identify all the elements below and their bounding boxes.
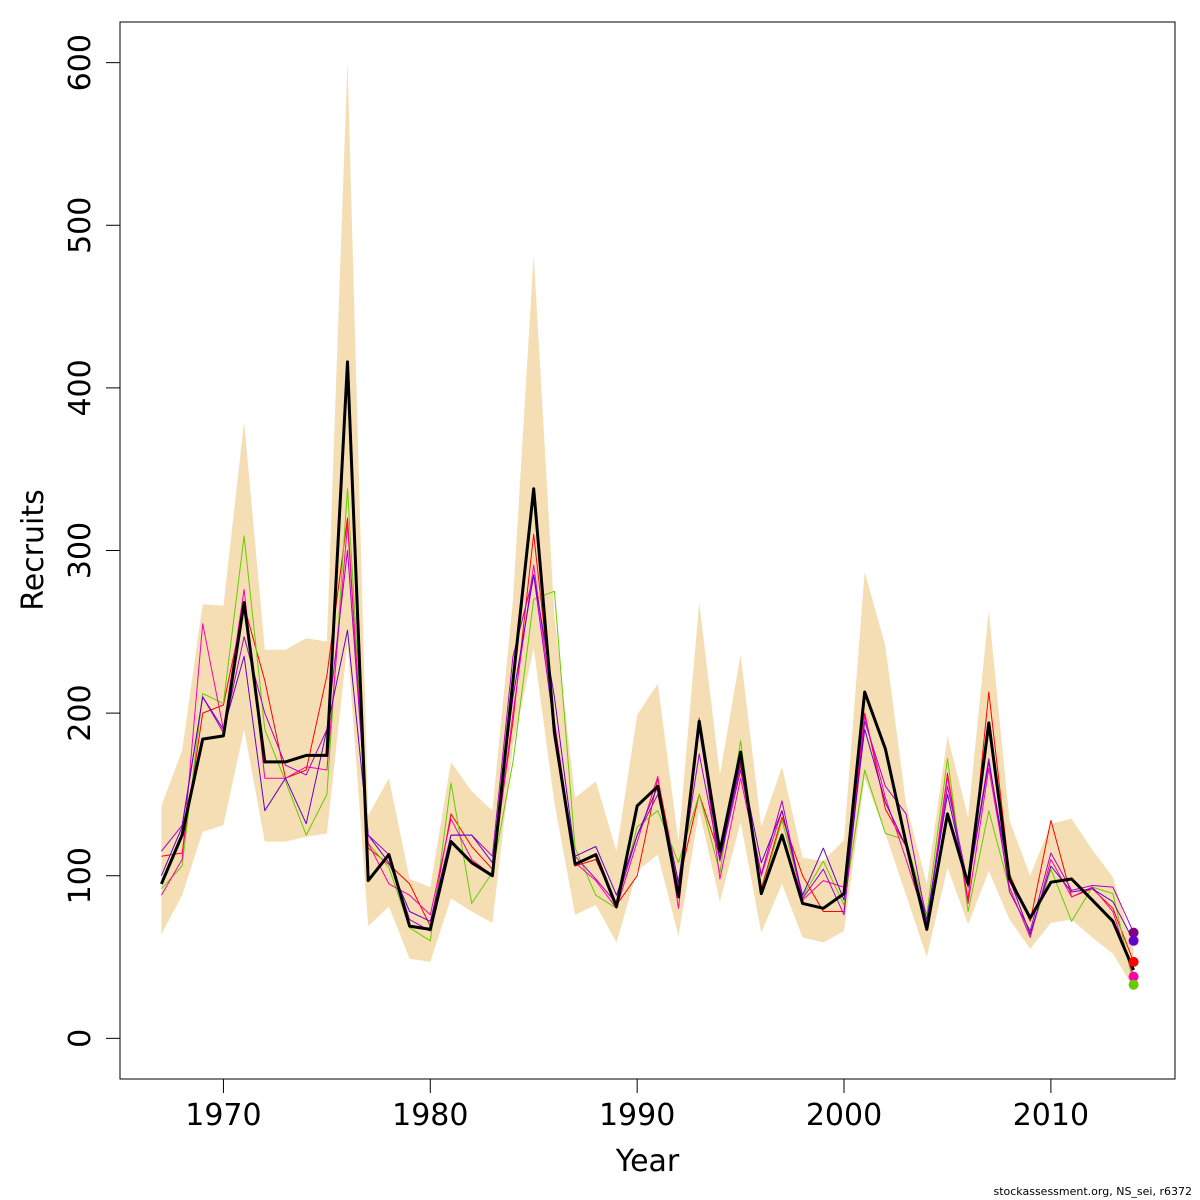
- endpoint-markers: [1128, 927, 1139, 990]
- series-line-main: [160, 360, 1135, 971]
- y-tick-label: 400: [63, 359, 98, 416]
- y-tick-label: 100: [63, 847, 98, 904]
- y-tick-label: 600: [63, 34, 98, 91]
- endpoint-marker-4: [1128, 979, 1139, 990]
- series-line-2: [161, 488, 1135, 985]
- credit-text: stockassessment.org, NS_sei, r6372: [993, 1185, 1192, 1198]
- endpoint-marker-0: [1128, 927, 1139, 938]
- y-axis-title: Recruits: [16, 489, 51, 611]
- y-axis: 0 100 200 300 400 500 600: [63, 34, 121, 1048]
- confidence-band: [161, 61, 1134, 988]
- x-axis: 1970 1980 1990 2000 2010: [185, 1078, 1089, 1133]
- x-tick-label: 1980: [392, 1098, 468, 1133]
- x-tick-label: 2010: [1013, 1098, 1089, 1133]
- x-tick-label: 1970: [185, 1098, 261, 1133]
- y-tick-label: 200: [63, 684, 98, 741]
- x-axis-title: Year: [615, 1144, 680, 1179]
- y-tick-label: 300: [63, 522, 98, 579]
- endpoint-marker-2: [1128, 956, 1139, 967]
- endpoint-marker-1: [1128, 935, 1139, 946]
- y-tick-label: 500: [63, 197, 98, 254]
- endpoint-marker-3: [1128, 971, 1139, 982]
- y-tick-label: 0: [63, 1029, 98, 1048]
- x-tick-label: 1990: [599, 1098, 675, 1133]
- x-tick-label: 2000: [806, 1098, 882, 1133]
- series-lines: [160, 360, 1135, 985]
- confidence-band-area: [161, 61, 1134, 988]
- series-line-3: [160, 524, 1135, 977]
